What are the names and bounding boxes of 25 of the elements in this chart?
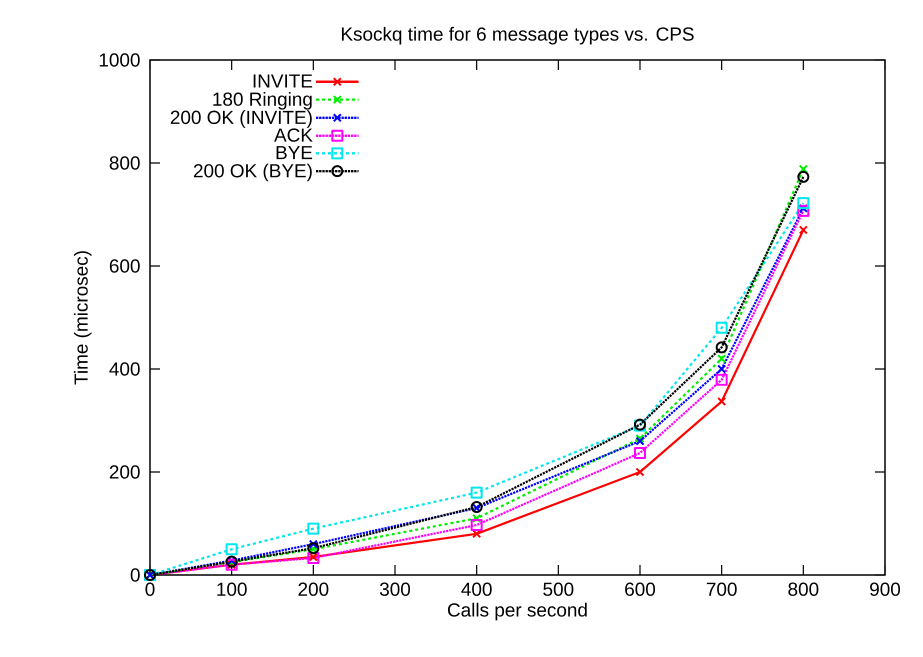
x-tick-label: 800 <box>788 582 818 596</box>
x-tick-label: 900 <box>870 582 900 596</box>
x-axis-title: Calls per second <box>448 602 587 620</box>
x-tick-label: 200 <box>298 582 328 596</box>
chart-title: Ksockq time for 6 message types vs. CPS <box>342 26 694 44</box>
x-tick-label: 400 <box>461 582 492 596</box>
legend-label: 200 OK (BYE) <box>194 164 312 182</box>
legend-label: BYE <box>276 146 312 160</box>
y-tick-label: 1000 <box>100 53 140 67</box>
x-tick-label: 600 <box>625 582 656 596</box>
legend-label: 180 Ringing <box>213 92 312 110</box>
x-tick-label: 500 <box>543 582 574 596</box>
y-tick-label: 800 <box>110 156 140 170</box>
x-tick-label: 300 <box>380 582 410 596</box>
y-tick-label: 200 <box>110 465 140 479</box>
y-tick-label: 400 <box>109 362 140 376</box>
y-tick-label: 0 <box>130 568 140 582</box>
y-axis-title: Time (microsec) <box>74 251 92 385</box>
x-tick-label: 700 <box>706 582 737 596</box>
legend-label: 200 OK (INVITE) <box>170 110 312 128</box>
x-tick-label: 0 <box>145 582 155 596</box>
y-tick-label: 600 <box>110 259 140 273</box>
x-tick-label: 100 <box>217 582 247 596</box>
legend-label: ACK <box>274 128 313 142</box>
legend-label: INVITE <box>254 74 312 88</box>
